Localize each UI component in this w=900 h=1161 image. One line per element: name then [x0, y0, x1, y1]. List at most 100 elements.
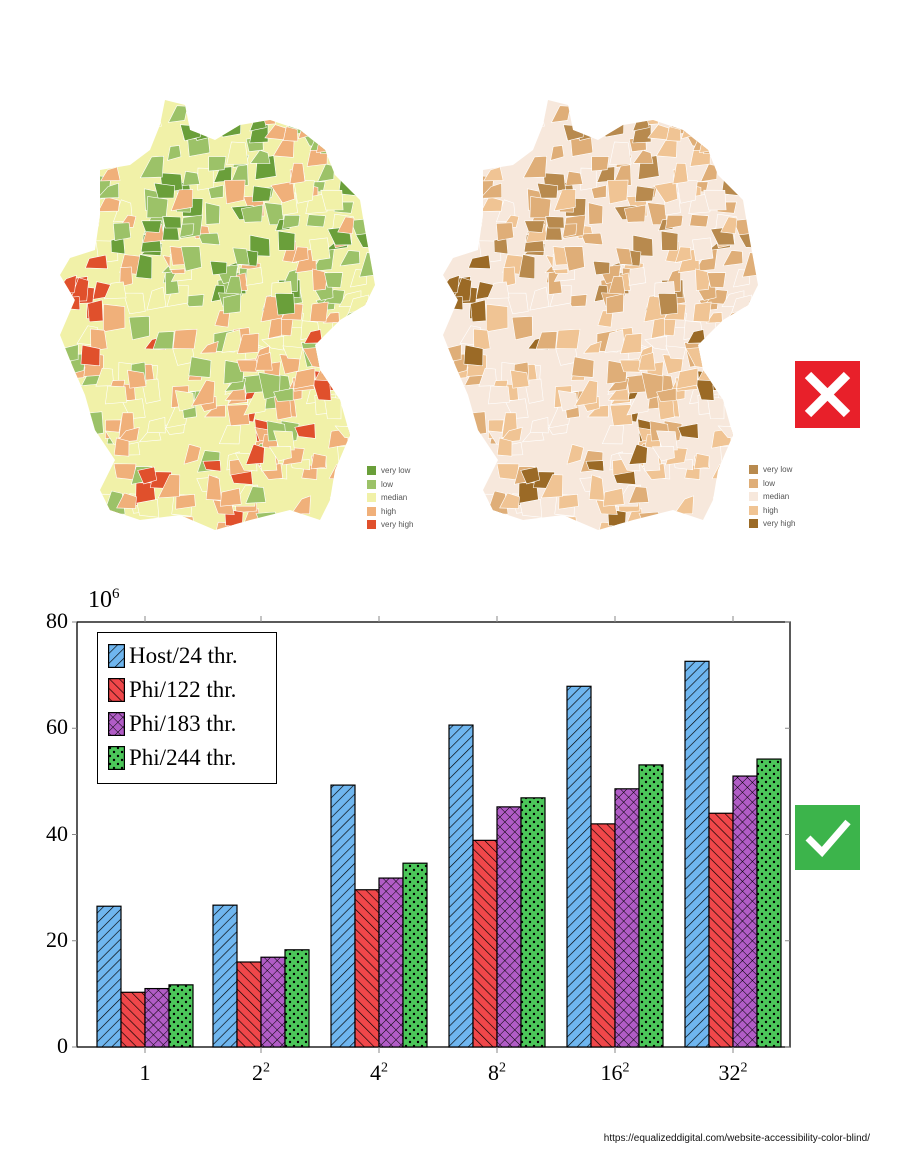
map-region — [727, 339, 741, 365]
map-region — [60, 296, 81, 311]
map-region — [565, 170, 584, 186]
map-region — [581, 100, 597, 104]
x-tick-label: 1 — [105, 1060, 185, 1086]
legend-label: very high — [381, 520, 414, 530]
map-region — [699, 135, 718, 153]
map-region — [525, 112, 545, 128]
map-region — [461, 434, 485, 463]
map-region — [270, 181, 295, 204]
map-region — [60, 503, 69, 520]
map-region — [85, 254, 108, 269]
map-region — [321, 122, 343, 140]
map-region — [557, 390, 578, 412]
map-region — [337, 445, 354, 464]
map-region — [715, 501, 736, 520]
map-region — [75, 184, 91, 207]
map-region — [147, 416, 166, 434]
map-region — [64, 207, 80, 227]
map-region — [620, 333, 643, 354]
map-region — [719, 365, 741, 383]
legend-swatch — [749, 519, 758, 529]
map-region — [674, 523, 693, 530]
map-region — [100, 166, 121, 182]
map-region — [69, 277, 89, 302]
map-region — [553, 189, 577, 212]
bar-host-24-thr- — [448, 724, 474, 1048]
bar-host-24-thr- — [684, 660, 710, 1048]
map-region — [179, 223, 195, 238]
x-tick-label: 322 — [693, 1060, 773, 1086]
bar-host-24-thr- — [566, 685, 592, 1048]
map-region — [693, 100, 714, 116]
map-region — [656, 387, 677, 402]
map-region — [704, 122, 726, 140]
bar-phi-244-thr- — [520, 797, 546, 1048]
map-region — [60, 517, 74, 530]
map-region — [609, 141, 632, 166]
map-region — [750, 365, 758, 386]
chart-legend: Host/24 thr. Phi/122 thr. Phi/183 thr. Phi/… — [97, 632, 277, 784]
bar-phi-122-thr- — [708, 812, 734, 1048]
bar-phi-183-thr- — [496, 806, 522, 1048]
map-region — [734, 355, 753, 372]
map-region — [506, 111, 525, 137]
legend-item: very low — [367, 464, 413, 478]
map-region — [458, 114, 477, 138]
chart-legend-item: Phi/244 thr. — [108, 741, 276, 775]
legend-item: median — [749, 490, 795, 504]
map-region — [127, 369, 147, 389]
map-region — [596, 100, 618, 106]
map-region — [226, 404, 250, 426]
x-tick-label: 22 — [221, 1060, 301, 1086]
map-region — [255, 511, 279, 530]
map-region — [282, 345, 304, 360]
map-region — [321, 348, 344, 374]
map-region — [67, 215, 82, 233]
map-region — [61, 496, 84, 521]
map-region — [580, 167, 597, 191]
legend-item: very high — [749, 517, 795, 531]
map-region — [732, 100, 748, 113]
map-region — [524, 220, 545, 233]
map-region — [720, 157, 743, 184]
map-region — [647, 124, 670, 140]
map-region — [273, 387, 294, 402]
map-region — [480, 196, 503, 212]
map-region — [717, 156, 740, 175]
map-region — [258, 517, 272, 530]
map-region — [139, 155, 165, 179]
map-region — [360, 405, 375, 426]
map-region — [60, 463, 83, 478]
map-region — [603, 487, 625, 507]
legend-swatch — [367, 493, 376, 503]
map-region — [289, 162, 306, 185]
map-region — [547, 520, 568, 530]
map-region — [628, 443, 648, 465]
map-region — [273, 430, 295, 451]
map-region — [113, 437, 130, 457]
map-region — [342, 329, 360, 352]
map-region — [718, 120, 740, 142]
map-region — [496, 222, 515, 241]
map-region — [91, 107, 110, 124]
legend-item: median — [367, 491, 413, 505]
map-region — [720, 473, 743, 493]
map-region — [334, 104, 356, 121]
map-region — [607, 179, 629, 205]
map-region — [726, 444, 748, 465]
map-region — [167, 145, 182, 161]
map-region — [344, 339, 358, 365]
map-region — [274, 293, 296, 316]
map-region — [743, 405, 758, 426]
x-label-exponent: 2 — [740, 1060, 748, 1076]
map-region — [197, 167, 214, 191]
map-region — [60, 469, 84, 491]
map-region — [550, 145, 565, 161]
map-region — [518, 254, 536, 280]
map-region — [697, 116, 719, 136]
map-region — [113, 222, 132, 241]
map-region — [443, 215, 455, 235]
map-region — [510, 369, 530, 389]
legend-item: high — [749, 504, 795, 518]
y-tick-label: 80 — [46, 608, 68, 633]
